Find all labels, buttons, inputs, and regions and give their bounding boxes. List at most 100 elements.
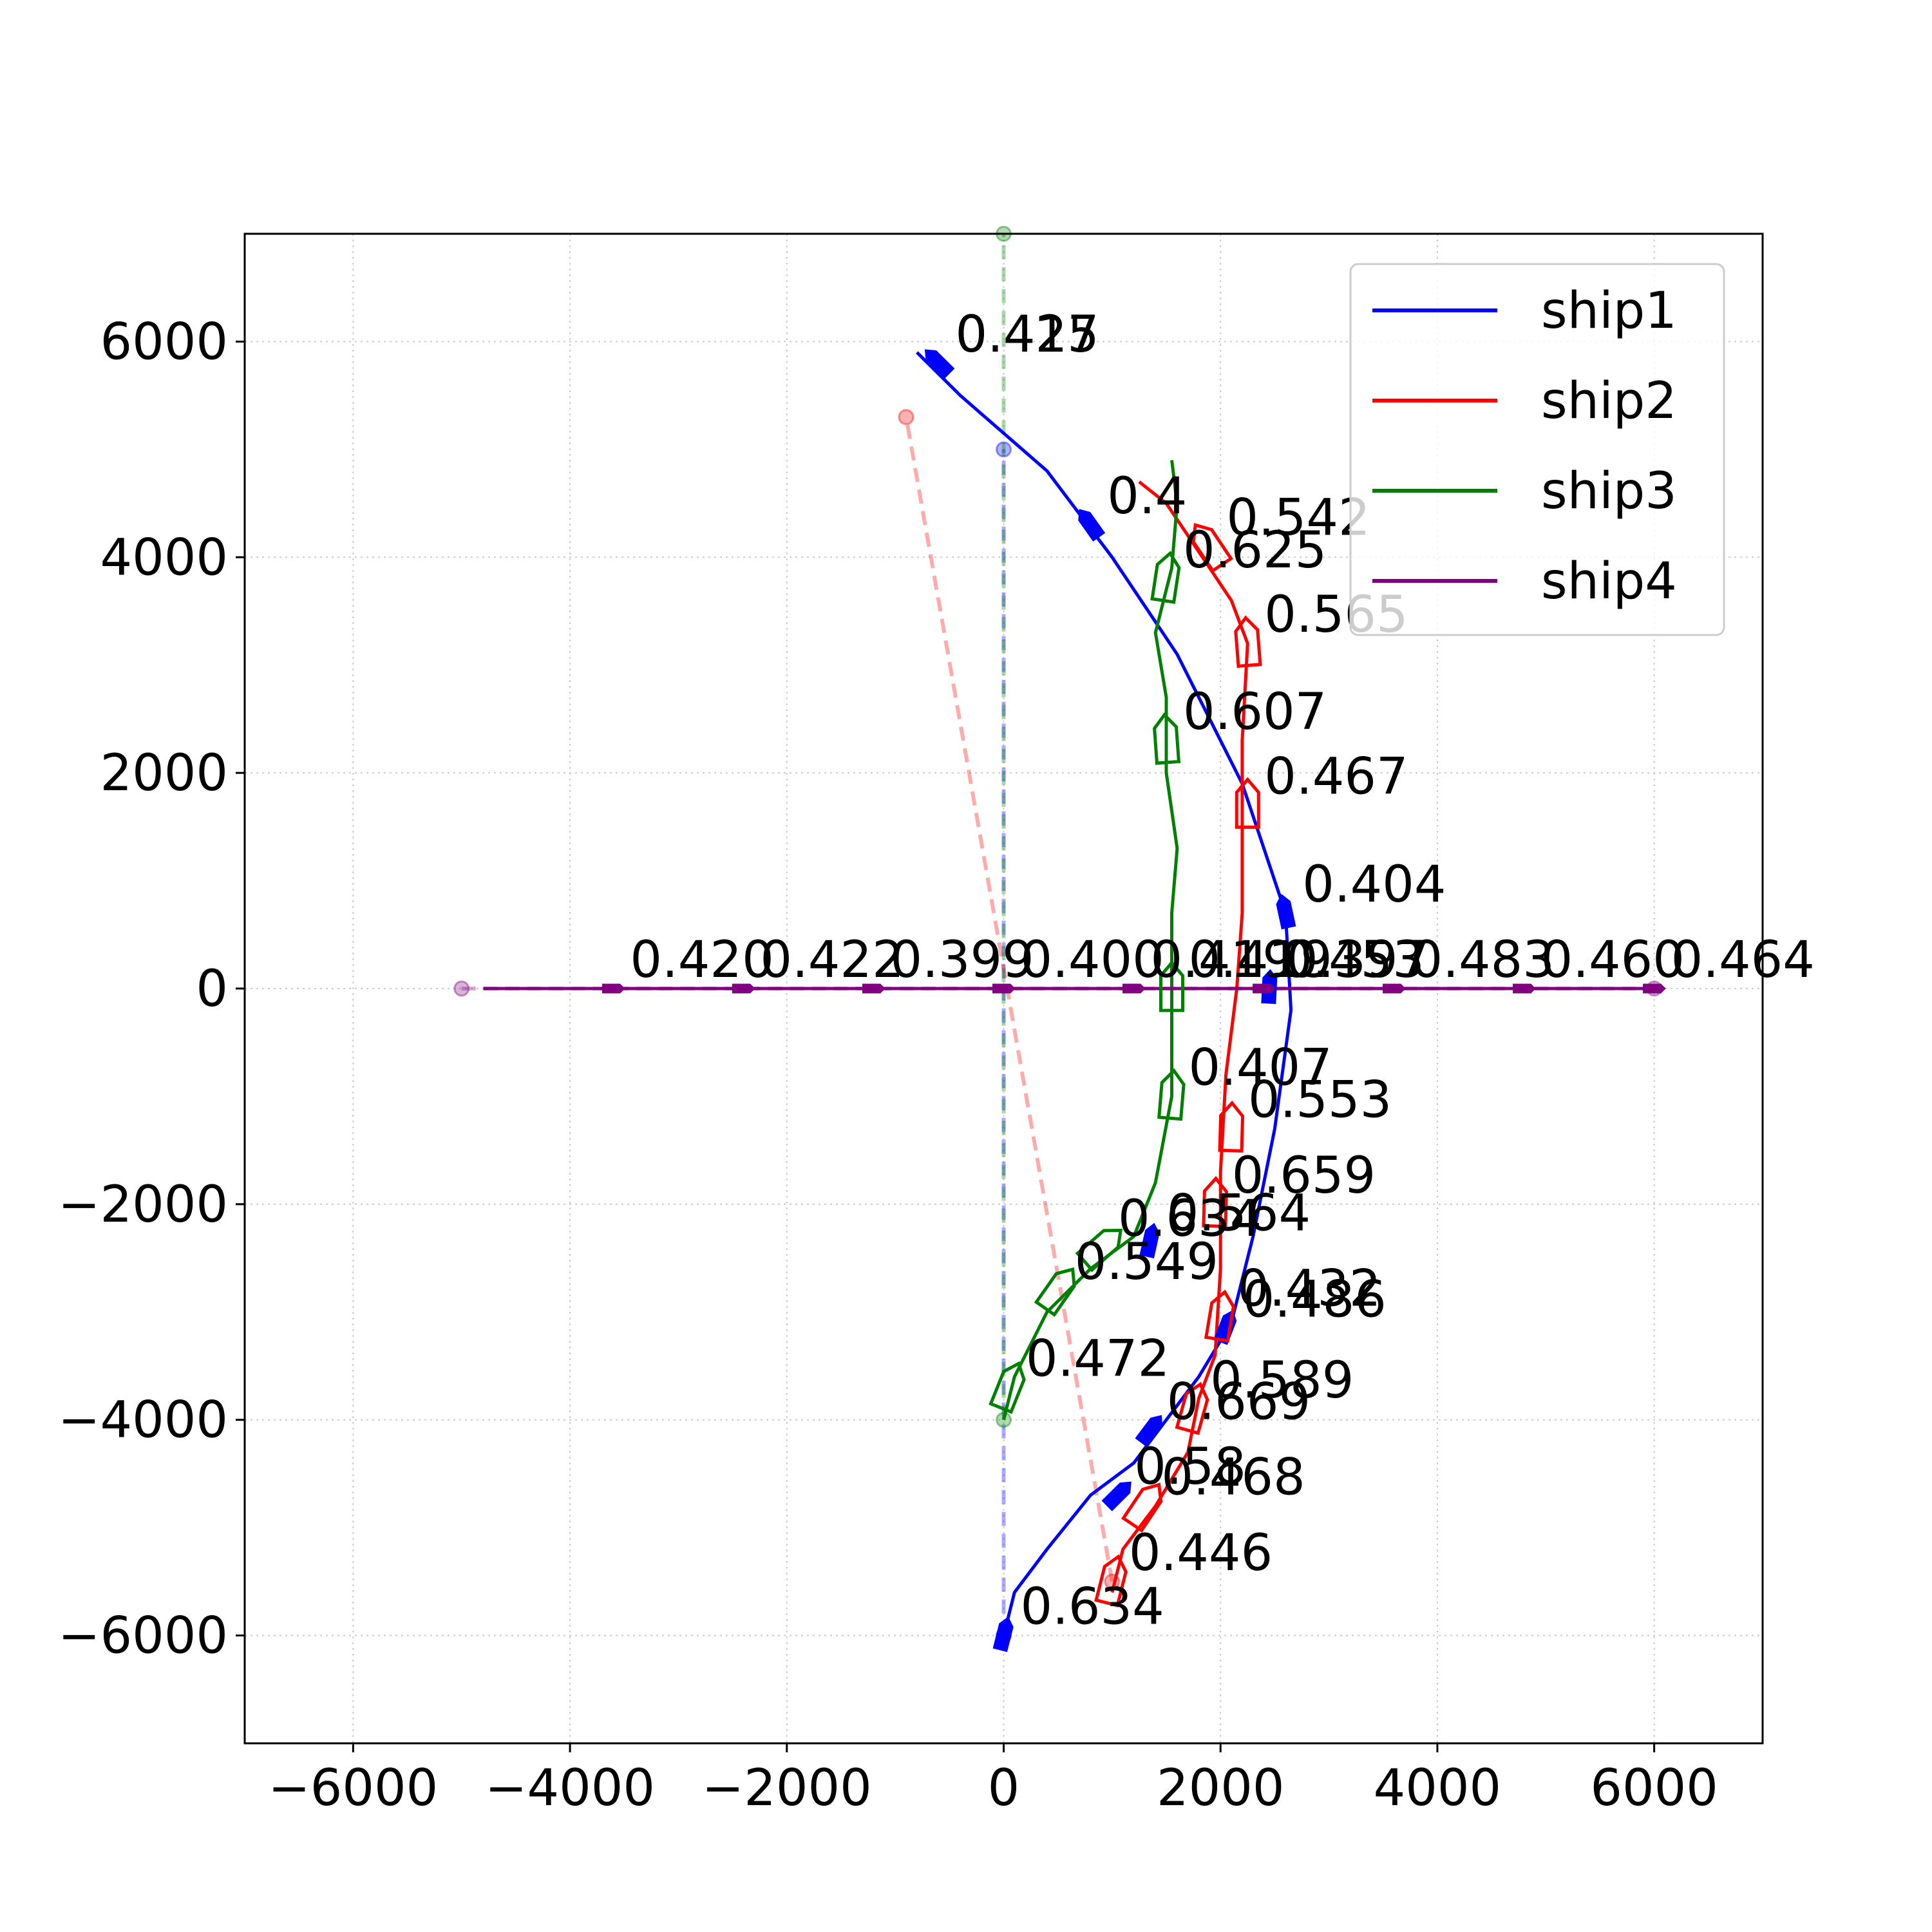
ship3-risk-label: 0.549 xyxy=(1075,1233,1218,1291)
ship1-ship-shape xyxy=(924,349,955,379)
legend-label-ship4: ship4 xyxy=(1541,553,1677,611)
ship3-risk-label: 0.419 xyxy=(1189,931,1332,989)
ship3-ship-shape xyxy=(1159,960,1184,1012)
ship1-risk-label: 0.417 xyxy=(956,306,1099,364)
x-tick-label: 0 xyxy=(988,1759,1020,1817)
ship4-risk-label: 0.453 xyxy=(1281,931,1425,989)
ship1-risk-label: 0.564 xyxy=(1167,1185,1311,1243)
ship2-ship-marker xyxy=(1191,523,1233,573)
ship3-ship-shape xyxy=(1153,712,1181,765)
ship2-risk-label: 0.553 xyxy=(1248,1072,1392,1130)
ship2-ship-marker xyxy=(1094,1554,1128,1608)
ship2-risk-label: 0.542 xyxy=(1226,489,1370,547)
ship4-risk-label: 0.399 xyxy=(891,931,1034,989)
ship-markers xyxy=(601,349,1666,1653)
ship3-risk-label: 0.625 xyxy=(1183,522,1327,580)
ship1-risk-label: 0.669 xyxy=(1167,1374,1311,1432)
ship2-goal-point xyxy=(898,409,914,426)
ship4-ship-shape xyxy=(992,983,1016,994)
ship2-ship-shape xyxy=(1235,777,1260,829)
ship4-risk-label: 0.483 xyxy=(1411,931,1555,989)
ship1-risk-label: 0.4 xyxy=(1107,468,1187,526)
ship3-start-point xyxy=(996,1412,1012,1428)
ship3-ship-marker xyxy=(989,1361,1026,1414)
ship1-risk-label: 0.486 xyxy=(1243,1271,1387,1329)
ship1-ship-marker xyxy=(924,349,955,379)
ship1-ship-marker xyxy=(1101,1481,1132,1511)
y-tick-label: 6000 xyxy=(100,313,228,371)
x-tick-label: 2000 xyxy=(1157,1759,1285,1817)
ship1-ship-marker xyxy=(1276,894,1296,930)
ship2-ship-marker xyxy=(1175,1381,1209,1435)
ship2-risk-label: 0.468 xyxy=(1161,1449,1305,1507)
ship3-risk-label: 0.607 xyxy=(1183,683,1327,741)
risk-annotations: 0.634 0.58 0.669 0.486 0.564 0.397 0.404 0.4 0.4… xyxy=(630,306,1815,1636)
y-tick-label: 2000 xyxy=(100,744,228,802)
ship1-ship-marker xyxy=(1135,1415,1162,1448)
ship3-ship-shape xyxy=(1075,1229,1123,1273)
ship3-ship-marker xyxy=(1153,712,1181,765)
ship3-ship-shape xyxy=(989,1361,1026,1414)
y-tick-label: 4000 xyxy=(100,529,228,587)
ship1-trajectory xyxy=(916,351,1293,1636)
x-tick-label: −4000 xyxy=(485,1759,655,1817)
ship2-ship-shape xyxy=(1175,1381,1209,1435)
axis-ticks: −6000 −4000 −2000 0 2000 4000 6000 −6000 −4000 −2… xyxy=(58,313,1718,1817)
legend: ship1 ship2 ship3 ship4 xyxy=(1349,263,1725,636)
ship4-start-point xyxy=(453,980,470,997)
ship4-ship-marker xyxy=(1513,983,1536,994)
ship2-ship-marker xyxy=(1121,1482,1163,1533)
ship1-risk-label: 0.58 xyxy=(1134,1438,1246,1496)
ship1-ship-marker xyxy=(1139,1222,1160,1258)
ship4-risk-label: 0.460 xyxy=(1541,931,1685,989)
ship3-ship-marker xyxy=(1150,551,1181,604)
ship1-ship-marker xyxy=(1078,509,1106,542)
ship2-ship-marker xyxy=(1235,777,1260,829)
ship2-risk-label: 0.446 xyxy=(1129,1524,1273,1582)
ship3-risk-label: 0.407 xyxy=(1189,1039,1332,1097)
ship2-risk-label: 0.432 xyxy=(1237,1260,1381,1318)
ship4-ship-shape xyxy=(862,983,886,994)
ship2-ship-marker xyxy=(1234,615,1262,668)
ship1-ship-shape xyxy=(1101,1481,1132,1511)
ship3-trajectory xyxy=(1002,460,1179,1421)
ship3-ship-marker xyxy=(1034,1267,1076,1317)
legend-label-ship2: ship2 xyxy=(1541,372,1677,430)
ship4-ship-shape xyxy=(732,983,755,994)
legend-label-ship3: ship3 xyxy=(1541,462,1677,520)
ship1-ship-shape xyxy=(1276,894,1296,930)
ship1-risk-label: 0.634 xyxy=(1021,1578,1164,1636)
ship2-ship-shape xyxy=(1234,615,1262,668)
ship3-ship-shape xyxy=(1157,1068,1186,1121)
ship4-ship-shape xyxy=(1513,983,1536,994)
ship1-ship-marker xyxy=(992,1616,1014,1653)
ship1-ship-shape xyxy=(1139,1222,1160,1258)
legend-label-ship1: ship1 xyxy=(1541,282,1677,340)
ship2-ship-shape xyxy=(1218,1100,1245,1153)
ship2-ship-shape xyxy=(1094,1554,1128,1608)
ship1-risk-label: 0.397 xyxy=(1286,931,1430,989)
ship1-ship-shape xyxy=(992,1616,1014,1653)
ship4-risk-label: 0.419 xyxy=(1151,931,1294,989)
ship2-ship-marker xyxy=(1204,1289,1235,1343)
ship4-ship-shape xyxy=(1253,983,1276,994)
ship4-ship-shape xyxy=(601,983,625,994)
ship1-ship-shape xyxy=(1135,1415,1162,1448)
ship2-risk-label: 0.659 xyxy=(1232,1147,1376,1205)
ship3-ship-marker xyxy=(1159,960,1184,1012)
ship2-goal-line xyxy=(904,417,1114,1582)
ship4-risk-label: 0.400 xyxy=(1021,931,1164,989)
ship1-ship-shape xyxy=(1078,509,1106,542)
x-tick-label: 4000 xyxy=(1374,1759,1502,1817)
y-tick-label: 0 xyxy=(196,960,228,1018)
ship2-ship-shape xyxy=(1191,523,1233,573)
y-tick-label: −2000 xyxy=(58,1176,228,1234)
x-tick-label: 6000 xyxy=(1590,1759,1718,1817)
ship1-risk-label: 0.404 xyxy=(1302,856,1446,914)
ship2-ship-shape xyxy=(1202,1176,1228,1228)
ship2-trajectory xyxy=(1110,480,1249,1593)
y-tick-label: −6000 xyxy=(58,1607,228,1665)
ship1-risk-label: 0.425 xyxy=(956,306,1099,364)
ship4-risk-label: 0.422 xyxy=(760,931,904,989)
